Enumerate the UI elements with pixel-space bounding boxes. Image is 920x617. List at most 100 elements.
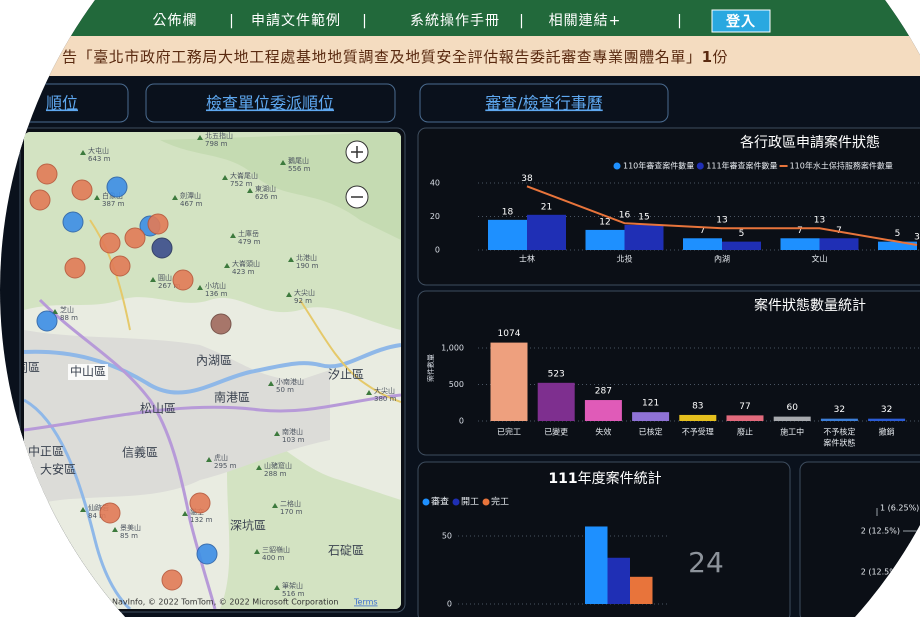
data-label: 60: [786, 403, 798, 413]
announcement[interactable]: 告「臺北市政府工務局大地工程處基地地質調查及地質安全評估報告委託審查專業團體名單…: [62, 48, 728, 66]
bar: [488, 220, 527, 250]
bar: [538, 383, 575, 421]
chart-title: 各行政區申請案件狀態: [740, 135, 880, 151]
data-label: 1 (6.25%): [880, 504, 919, 513]
map-attribution: NavInfo, © 2022 TomTom, © 2022 Microsoft…: [112, 598, 338, 607]
bar: [722, 242, 761, 250]
district-label: 大安區: [40, 462, 76, 477]
case-marker[interactable]: [162, 570, 182, 590]
x-tick-label: 施工中: [780, 427, 804, 437]
legend-label: 110年審查案件數量: [623, 161, 694, 171]
x-tick-label: 北投: [617, 254, 633, 264]
district-label: 深坑區: [230, 518, 266, 533]
peak-name: 大屯山: [88, 146, 109, 155]
bar: [586, 230, 625, 250]
y-axis-label: 案件數量: [426, 354, 435, 382]
case-marker[interactable]: [37, 164, 57, 184]
chart-title: 111年度案件統計: [548, 471, 661, 487]
data-label: 523: [548, 369, 565, 379]
y-tick-label: 1,000: [441, 344, 464, 353]
y-tick-label: 40: [430, 178, 440, 187]
data-label: 13: [814, 216, 825, 226]
nav-item[interactable]: 公佈欄: [153, 12, 198, 29]
nav-item[interactable]: 系統操作手冊: [410, 13, 500, 29]
peak-name: 土庫岳: [238, 229, 259, 238]
case-marker[interactable]: [72, 180, 92, 200]
case-marker[interactable]: [148, 214, 168, 234]
case-marker[interactable]: [65, 258, 85, 278]
bar: [632, 412, 669, 421]
bar: [683, 238, 722, 250]
dashboard: 公佈欄|申請文件範例|系統操作手冊|相關連結+| 登入 告「臺北市政府工務局大地…: [0, 0, 920, 617]
peak-name: 南港山: [282, 427, 303, 436]
map[interactable]: 大同區中山區內湖區松山區南港區汐止區中正區信義區大安區深坑區石碇區北五指山798…: [4, 131, 401, 609]
peak-name: 大崙頭山: [232, 259, 260, 268]
peak-name: 鵝尾山: [288, 156, 309, 165]
peak-elev: 380 m: [374, 395, 397, 403]
nav-separator: |: [677, 13, 683, 29]
peak-name: 二格山: [280, 499, 301, 508]
legend-label: 111年審查案件數量: [706, 161, 777, 171]
case-marker[interactable]: [107, 177, 127, 197]
district-label: 石碇區: [328, 544, 364, 558]
y-tick-label: 0: [459, 417, 464, 426]
nav-item[interactable]: 相關連結+: [549, 13, 622, 29]
peak-name: 山豬窟山: [264, 461, 292, 470]
tab-link[interactable]: 順位: [46, 94, 78, 113]
case-marker[interactable]: [100, 503, 120, 523]
bar: [585, 526, 608, 604]
bar: [527, 215, 566, 250]
nav-item[interactable]: 申請文件範例: [251, 12, 341, 29]
data-label: 32: [881, 405, 892, 415]
x-tick-label: 不予核定: [823, 427, 855, 437]
peak-name: 大尖山: [374, 386, 395, 395]
peak-name: 芝山: [60, 305, 74, 314]
case-marker[interactable]: [190, 493, 210, 513]
peak-name: 圓山: [158, 273, 172, 282]
case-marker[interactable]: [110, 256, 130, 276]
case-marker[interactable]: [211, 314, 231, 334]
bar: [625, 225, 664, 250]
data-label: 16: [619, 211, 631, 221]
case-marker[interactable]: [197, 544, 217, 564]
peak-elev: 132 m: [190, 516, 213, 524]
panel: [418, 128, 920, 285]
data-label: 32: [834, 405, 845, 415]
case-marker[interactable]: [152, 238, 172, 258]
case-marker[interactable]: [30, 190, 50, 210]
map-terms[interactable]: Terms: [353, 598, 378, 607]
peak-name: 東湖山: [255, 184, 276, 193]
bar: [608, 558, 631, 604]
legend-swatch: [614, 163, 621, 170]
bar: [878, 242, 917, 250]
login-label[interactable]: 登入: [725, 13, 756, 30]
announcement-count: 1: [702, 48, 713, 66]
x-tick-label: 已變更: [544, 427, 568, 437]
tab-link[interactable]: 檢查單位委派順位: [206, 94, 334, 113]
peak-elev: 387 m: [102, 200, 125, 208]
tab-link[interactable]: 審查/檢查行事曆: [485, 94, 602, 113]
bar: [727, 415, 764, 421]
legend-label: 審查: [431, 496, 449, 508]
case-marker[interactable]: [37, 311, 57, 331]
case-marker[interactable]: [100, 233, 120, 253]
peak-elev: 295 m: [214, 462, 237, 470]
case-marker[interactable]: [63, 212, 83, 232]
case-marker[interactable]: [173, 270, 193, 290]
peak-elev: 643 m: [88, 155, 111, 163]
peak-elev: 479 m: [238, 238, 261, 246]
data-label: 77: [739, 402, 750, 412]
peak-name: 景美山: [120, 523, 141, 532]
bar: [821, 419, 858, 421]
x-tick-label: 已完工: [497, 427, 521, 437]
district-label: 內湖區: [196, 353, 232, 368]
district-label: 汐止區: [328, 367, 364, 382]
data-label: 12: [599, 217, 610, 227]
announcement-unit: 份: [713, 48, 729, 66]
case-marker[interactable]: [125, 228, 145, 248]
peak-name: 劍潭山: [180, 191, 201, 200]
legend-swatch: [453, 499, 460, 506]
peak-elev: 92 m: [294, 297, 312, 305]
data-label: 13: [716, 216, 727, 226]
legend-swatch: [697, 163, 704, 170]
